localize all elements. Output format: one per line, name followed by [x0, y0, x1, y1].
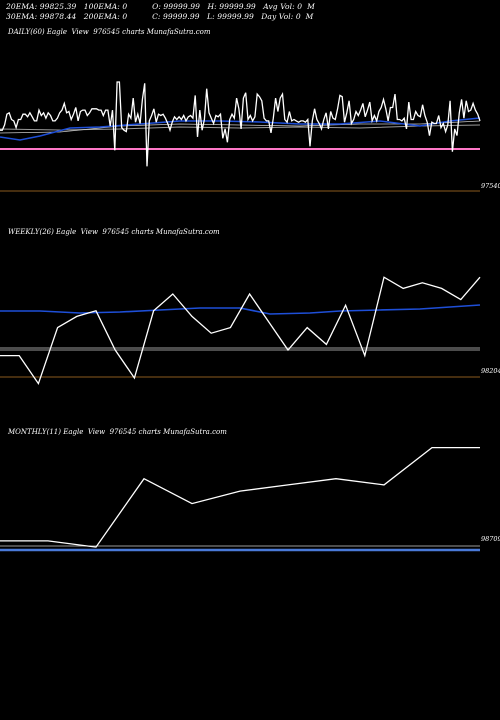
weekly-ema-fast — [0, 304, 481, 315]
indicator-stats: 20EMA: 99825.39 100EMA: 0 O: 99999.99 H:… — [6, 2, 315, 22]
monthly-panel — [0, 446, 480, 552]
daily-price-line — [0, 81, 481, 167]
weekly-axis-label: 98204 — [481, 367, 500, 375]
daily-axis-label: 97540 — [481, 182, 500, 190]
weekly-price-line — [0, 276, 481, 386]
daily-chart-title: DAILY(60) Eagle View 976545 charts Munaf… — [8, 28, 211, 36]
monthly-axis-label: 98709 — [481, 535, 500, 543]
stats-line-2: 30EMA: 99878.44 200EMA: 0 C: 99999.99 L:… — [6, 12, 314, 21]
daily-panel — [0, 81, 481, 192]
weekly-chart-title: WEEKLY(26) Eagle View 976545 charts Muna… — [8, 228, 220, 236]
stats-line-1: 20EMA: 99825.39 100EMA: 0 O: 99999.99 H:… — [6, 2, 315, 11]
monthly-price-line — [0, 446, 480, 548]
monthly-chart-title: MONTHLY(11) Eagle View 976545 charts Mun… — [8, 428, 227, 436]
weekly-panel — [0, 276, 481, 386]
